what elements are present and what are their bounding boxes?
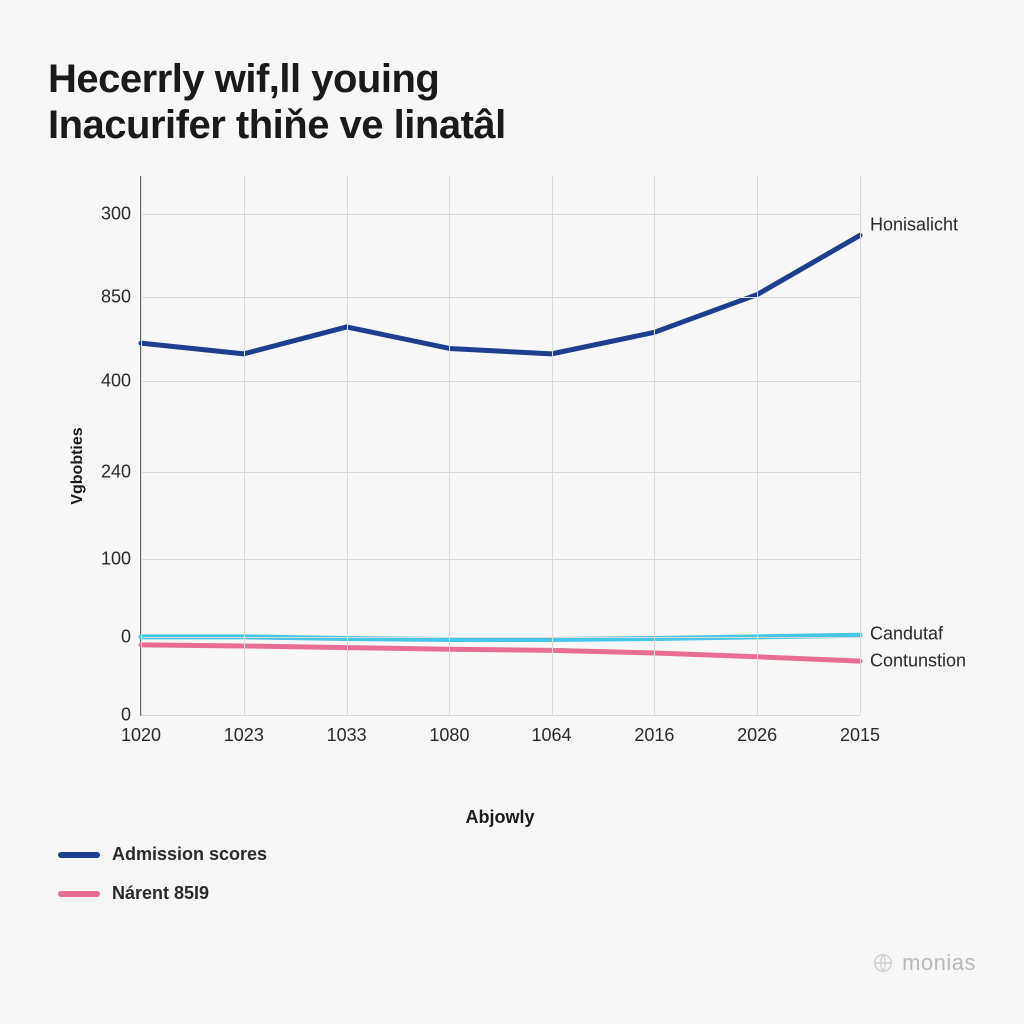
series-label: Candutaf bbox=[870, 624, 943, 645]
title-line-2: Inacurifer thiňe ve linatâl bbox=[48, 103, 506, 147]
gridline-v bbox=[757, 176, 758, 715]
y-tick-label: 400 bbox=[101, 370, 141, 391]
gridline-h bbox=[141, 297, 860, 298]
y-tick-label: 0 bbox=[121, 626, 141, 647]
legend-label: Admission scores bbox=[112, 844, 267, 865]
y-axis-label: Vgbobties bbox=[69, 427, 87, 504]
x-axis-label: Abjowly bbox=[465, 807, 534, 828]
legend: Admission scores Nárent 85I9 bbox=[58, 844, 984, 904]
legend-label: Nárent 85I9 bbox=[112, 883, 209, 904]
chart-container: Vgbobties 001002404008503001020102310331… bbox=[90, 176, 960, 756]
gridline-v bbox=[141, 176, 142, 715]
plot-area: 0010024040085030010201023103310801064201… bbox=[140, 176, 860, 716]
gridline-v bbox=[449, 176, 450, 715]
series-line bbox=[141, 645, 860, 661]
legend-item: Nárent 85I9 bbox=[58, 883, 984, 904]
gridline-h bbox=[141, 381, 860, 382]
gridline-v bbox=[654, 176, 655, 715]
gridline-h bbox=[141, 559, 860, 560]
title-line-1: Hecerrly wif,ll youing bbox=[48, 57, 439, 101]
page: Hecerrly wif,ll youing Inacurifer thiňe … bbox=[0, 0, 1024, 1024]
gridline-v bbox=[860, 176, 861, 715]
gridline-v bbox=[347, 176, 348, 715]
legend-swatch bbox=[58, 852, 100, 858]
watermark: monias bbox=[872, 950, 976, 976]
series-label: Honisalicht bbox=[870, 214, 958, 235]
x-tick-label: 1080 bbox=[429, 715, 469, 746]
watermark-text: monias bbox=[902, 950, 976, 976]
gridline-h bbox=[141, 214, 860, 215]
gridline-h bbox=[141, 472, 860, 473]
legend-item: Admission scores bbox=[58, 844, 984, 865]
y-tick-label: 850 bbox=[101, 287, 141, 308]
chart-title: Hecerrly wif,ll youing Inacurifer thiňe … bbox=[48, 56, 984, 148]
gridline-v bbox=[244, 176, 245, 715]
y-tick-label: 300 bbox=[101, 203, 141, 224]
x-tick-label: 2015 bbox=[840, 715, 880, 746]
x-tick-label: 2026 bbox=[737, 715, 777, 746]
y-tick-label: 240 bbox=[101, 462, 141, 483]
x-tick-label: 1023 bbox=[224, 715, 264, 746]
chart-lines-svg bbox=[141, 176, 860, 715]
x-tick-label: 1033 bbox=[327, 715, 367, 746]
globe-icon bbox=[872, 952, 894, 974]
x-tick-label: 2016 bbox=[634, 715, 674, 746]
series-label: Contunstion bbox=[870, 651, 966, 672]
y-tick-label: 100 bbox=[101, 548, 141, 569]
x-tick-label: 1020 bbox=[121, 715, 161, 746]
gridline-v bbox=[552, 176, 553, 715]
x-tick-label: 1064 bbox=[532, 715, 572, 746]
legend-swatch bbox=[58, 891, 100, 897]
series-line bbox=[141, 235, 860, 354]
gridline-h bbox=[141, 637, 860, 638]
